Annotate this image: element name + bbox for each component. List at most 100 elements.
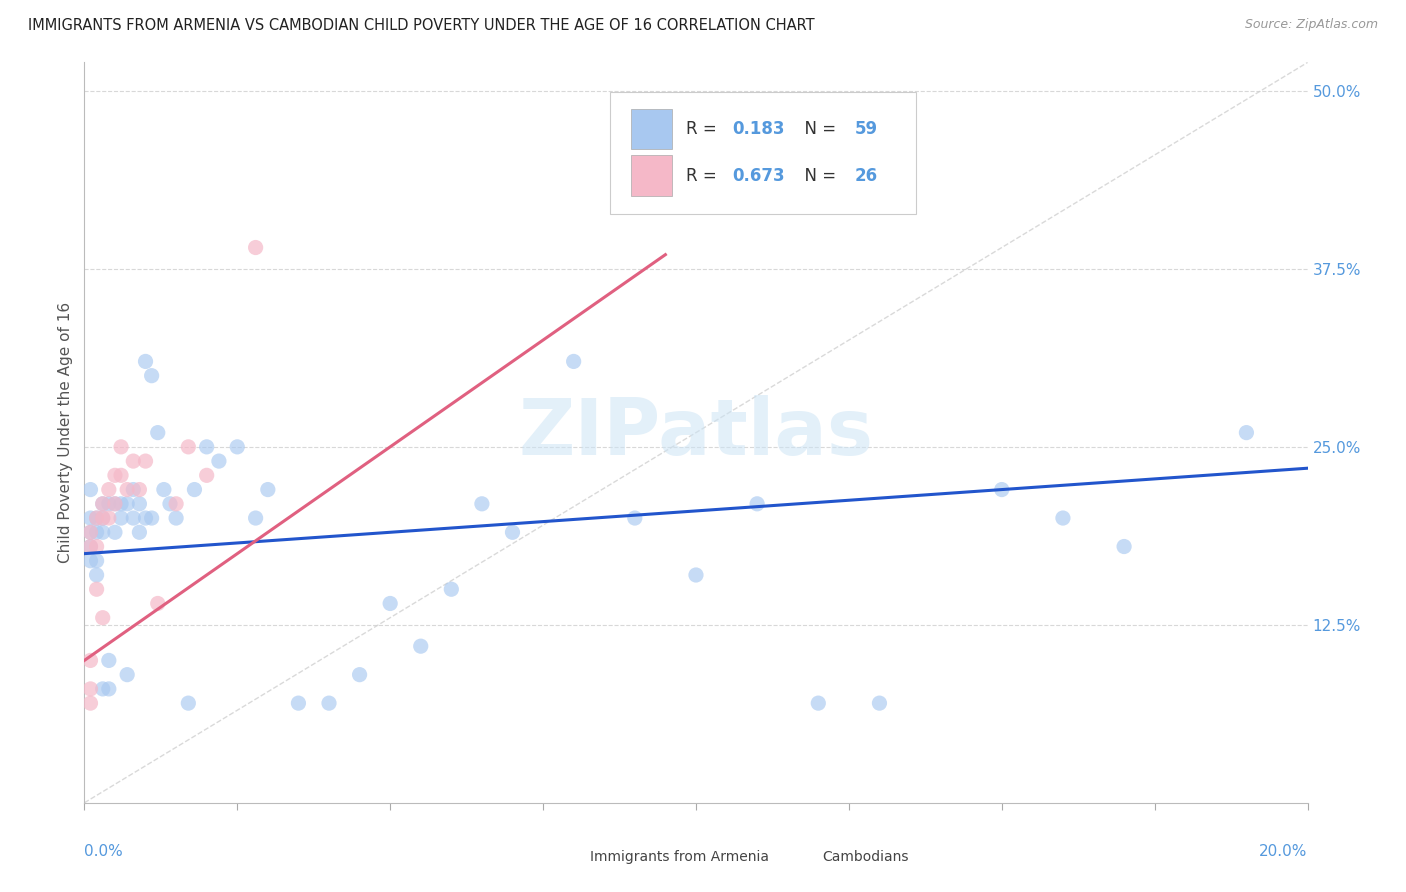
- Point: [86, 525, 108, 540]
- Text: 0.0%: 0.0%: [84, 844, 124, 858]
- Point: [122, 511, 145, 525]
- Text: N =: N =: [794, 167, 841, 185]
- FancyBboxPatch shape: [610, 92, 917, 214]
- Point: [409, 639, 432, 653]
- Point: [471, 497, 494, 511]
- Point: [257, 483, 280, 497]
- Point: [79, 653, 101, 667]
- Point: [115, 667, 138, 681]
- Point: [91, 525, 114, 540]
- Point: [287, 696, 309, 710]
- Point: [159, 497, 181, 511]
- Point: [79, 525, 101, 540]
- Point: [115, 497, 138, 511]
- Point: [122, 454, 145, 468]
- Point: [128, 483, 150, 497]
- Point: [502, 525, 524, 540]
- Point: [128, 497, 150, 511]
- Point: [685, 568, 707, 582]
- Point: [146, 597, 169, 611]
- Point: [115, 483, 138, 497]
- Point: [86, 554, 108, 568]
- Point: [440, 582, 463, 597]
- Point: [807, 696, 830, 710]
- Point: [562, 354, 585, 368]
- Point: [86, 511, 108, 525]
- FancyBboxPatch shape: [631, 155, 672, 196]
- Point: [380, 597, 402, 611]
- Point: [104, 497, 127, 511]
- Text: ZIPatlas: ZIPatlas: [519, 394, 873, 471]
- Point: [86, 540, 108, 554]
- Point: [177, 440, 200, 454]
- FancyBboxPatch shape: [631, 109, 672, 150]
- Point: [153, 483, 176, 497]
- Text: 0.673: 0.673: [733, 167, 786, 185]
- Point: [79, 525, 101, 540]
- Point: [349, 667, 371, 681]
- Point: [869, 696, 891, 710]
- Point: [1052, 511, 1074, 525]
- Text: Immigrants from Armenia: Immigrants from Armenia: [589, 850, 769, 863]
- Text: 20.0%: 20.0%: [1260, 844, 1308, 858]
- Point: [91, 497, 114, 511]
- Point: [91, 511, 114, 525]
- Point: [91, 681, 114, 696]
- Point: [141, 511, 163, 525]
- Text: Cambodians: Cambodians: [823, 850, 908, 863]
- Point: [141, 368, 163, 383]
- Point: [135, 454, 157, 468]
- Point: [91, 497, 114, 511]
- Point: [747, 497, 769, 511]
- Point: [79, 540, 101, 554]
- FancyBboxPatch shape: [787, 847, 814, 867]
- Point: [79, 554, 101, 568]
- Text: IMMIGRANTS FROM ARMENIA VS CAMBODIAN CHILD POVERTY UNDER THE AGE OF 16 CORRELATI: IMMIGRANTS FROM ARMENIA VS CAMBODIAN CHI…: [28, 18, 814, 33]
- FancyBboxPatch shape: [555, 847, 582, 867]
- Point: [1114, 540, 1136, 554]
- Point: [146, 425, 169, 440]
- Point: [97, 483, 120, 497]
- Point: [177, 696, 200, 710]
- Point: [79, 681, 101, 696]
- Point: [97, 497, 120, 511]
- Point: [245, 511, 267, 525]
- Point: [86, 582, 108, 597]
- Point: [110, 468, 132, 483]
- Point: [165, 497, 187, 511]
- Text: R =: R =: [686, 167, 723, 185]
- Point: [104, 468, 127, 483]
- Point: [79, 511, 101, 525]
- Point: [195, 468, 218, 483]
- Point: [183, 483, 205, 497]
- Point: [97, 681, 120, 696]
- Text: 0.183: 0.183: [733, 120, 785, 138]
- Point: [91, 610, 114, 624]
- Point: [195, 440, 218, 454]
- Point: [104, 525, 127, 540]
- Text: Source: ZipAtlas.com: Source: ZipAtlas.com: [1244, 18, 1378, 31]
- Point: [208, 454, 231, 468]
- Point: [122, 483, 145, 497]
- Point: [110, 497, 132, 511]
- Point: [79, 696, 101, 710]
- Point: [245, 240, 267, 255]
- Point: [1236, 425, 1258, 440]
- Point: [991, 483, 1014, 497]
- Text: 59: 59: [855, 120, 879, 138]
- Point: [135, 511, 157, 525]
- Point: [79, 483, 101, 497]
- Text: R =: R =: [686, 120, 723, 138]
- Point: [318, 696, 340, 710]
- Point: [91, 511, 114, 525]
- Y-axis label: Child Poverty Under the Age of 16: Child Poverty Under the Age of 16: [58, 302, 73, 563]
- Point: [86, 568, 108, 582]
- Point: [624, 511, 647, 525]
- Point: [110, 511, 132, 525]
- Text: 26: 26: [855, 167, 879, 185]
- Point: [79, 540, 101, 554]
- Point: [135, 354, 157, 368]
- Point: [110, 440, 132, 454]
- Point: [226, 440, 249, 454]
- Point: [97, 653, 120, 667]
